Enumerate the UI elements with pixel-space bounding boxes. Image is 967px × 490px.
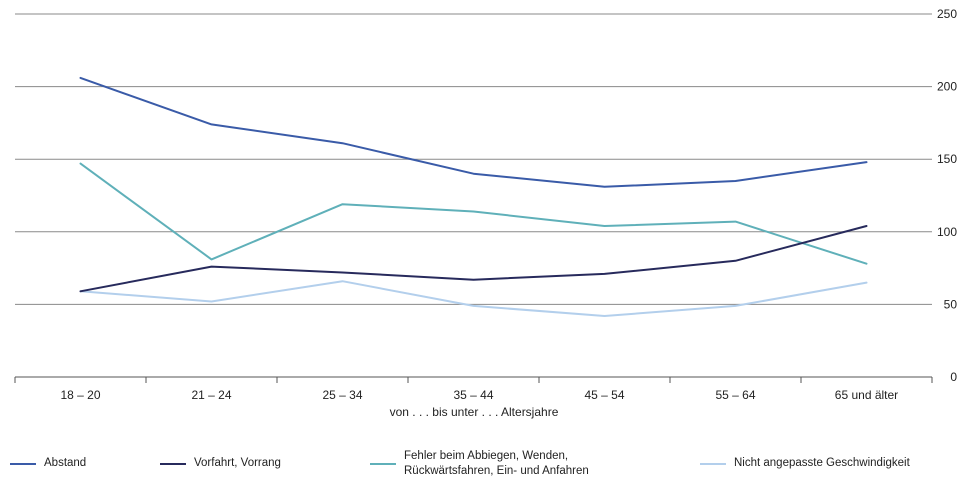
y-tick-label-250: 250 (937, 7, 957, 21)
legend-item-fehler: Fehler beim Abbiegen, Wenden, Rückwärtsf… (370, 449, 589, 479)
y-tick-label-100: 100 (937, 225, 957, 239)
x-axis: 18 – 20 21 – 24 25 – 34 35 – 44 45 – 54 55 – … (14, 376, 933, 402)
series-line-1 (79, 225, 868, 293)
series-line-3 (79, 280, 868, 317)
x-axis-label: von . . . bis unter . . . Altersjahre (390, 405, 559, 419)
legend-label-geschwindigkeit: Nicht angepasste Geschwindigkeit (734, 457, 910, 469)
legend-item-vorfahrt: Vorfahrt, Vorrang (160, 456, 281, 471)
legend-label-fehler: Fehler beim Abbiegen, Wenden, Rückwärtsf… (404, 450, 589, 477)
gridlines (15, 13, 932, 305)
legend-swatch-vorfahrt (160, 463, 186, 465)
x-tick-label-4: 45 – 54 (584, 388, 624, 402)
x-tick-label-0: 18 – 20 (60, 388, 100, 402)
legend-swatch-fehler (370, 463, 396, 465)
legend-label-vorfahrt: Vorfahrt, Vorrang (194, 457, 281, 469)
x-tick-label-3: 35 – 44 (453, 388, 493, 402)
legend-swatch-geschwindigkeit (700, 463, 726, 465)
y-axis-ticks: 0 50 100 150 200 250 (937, 7, 957, 384)
x-tick-label-5: 55 – 64 (715, 388, 755, 402)
series-line-2 (79, 162, 868, 265)
legend-label-abstand: Abstand (44, 457, 87, 469)
y-tick-label-50: 50 (944, 297, 958, 311)
y-tick-label-0: 0 (950, 370, 957, 384)
series-line-0 (79, 76, 868, 188)
y-tick-label-200: 200 (937, 80, 957, 94)
y-tick-label-150: 150 (937, 152, 957, 166)
legend-item-geschwindigkeit: Nicht angepasste Geschwindigkeit (700, 456, 910, 471)
legend-swatch-abstand (10, 463, 36, 465)
x-tick-label-1: 21 – 24 (191, 388, 231, 402)
series-lines (79, 76, 868, 317)
legend-item-abstand: Abstand (10, 456, 86, 471)
x-tick-label-6: 65 und älter (835, 388, 898, 402)
legend: Abstand Vorfahrt, Vorrang Fehler beim Ab… (10, 450, 967, 490)
x-tick-label-2: 25 – 34 (322, 388, 362, 402)
